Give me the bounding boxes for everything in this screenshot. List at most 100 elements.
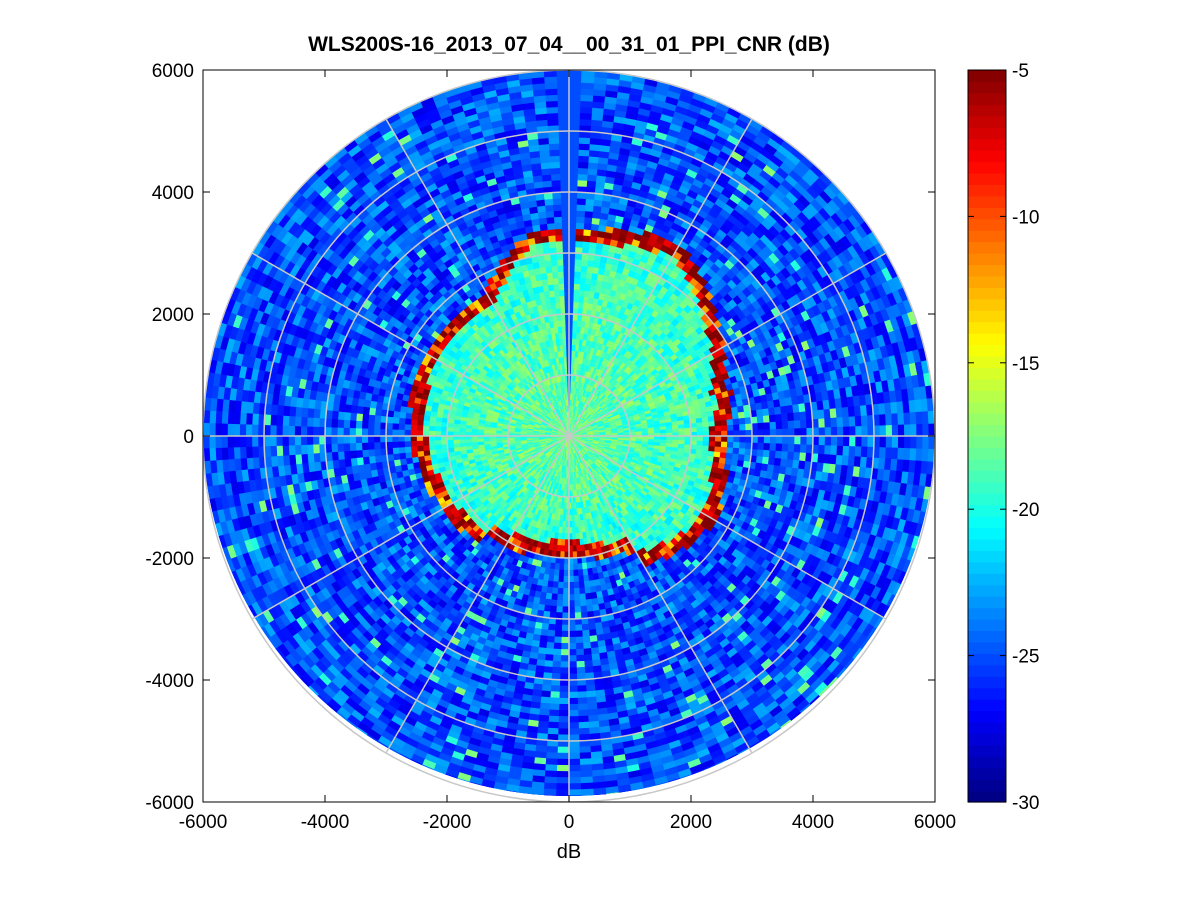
ppi-cell bbox=[782, 428, 789, 437]
ppi-cell bbox=[553, 222, 563, 230]
ppi-cell bbox=[557, 271, 564, 279]
ppi-cell bbox=[587, 161, 599, 170]
ppi-cell bbox=[580, 265, 588, 273]
ppi-cell bbox=[574, 271, 581, 279]
ppi-cell bbox=[854, 415, 862, 427]
ppi-cell bbox=[552, 210, 562, 218]
ppi-cell bbox=[585, 265, 594, 274]
ppi-cell bbox=[552, 197, 562, 206]
ppi-cell bbox=[549, 167, 561, 175]
ppi-cell bbox=[769, 421, 777, 430]
ppi-cell bbox=[543, 76, 557, 84]
ppi-cell bbox=[572, 325, 577, 333]
ppi-cell bbox=[696, 426, 704, 432]
ppi-cell bbox=[582, 228, 592, 237]
ppi-cell bbox=[539, 155, 551, 164]
ppi-cell bbox=[577, 173, 588, 181]
ppi-cell bbox=[539, 161, 551, 170]
ppi-cell bbox=[545, 100, 558, 108]
ppi-cell bbox=[922, 423, 930, 437]
ppi-cell bbox=[588, 149, 600, 158]
ppi-cell bbox=[570, 368, 575, 376]
ppi-cell bbox=[572, 313, 578, 321]
ppi-cell bbox=[684, 427, 692, 433]
ppi-cell bbox=[584, 277, 592, 286]
ppi-cell bbox=[556, 264, 564, 273]
ppi-cell bbox=[554, 228, 563, 236]
ppi-cell bbox=[921, 410, 929, 424]
ppi-cell bbox=[579, 118, 592, 126]
ppi-cell bbox=[583, 284, 591, 292]
ppi-cell bbox=[584, 204, 594, 212]
ppi-cell bbox=[732, 417, 740, 425]
ppi-cell bbox=[569, 405, 572, 412]
ppi-cell bbox=[757, 428, 765, 437]
ppi-cell bbox=[824, 417, 832, 428]
ppi-cell bbox=[714, 419, 722, 427]
ppi-cell bbox=[540, 235, 549, 244]
ppi-cell bbox=[843, 425, 850, 437]
ppi-cell bbox=[757, 422, 765, 430]
ppi-cell bbox=[897, 412, 905, 425]
ppi-cell bbox=[849, 425, 857, 437]
ppi-cell bbox=[720, 424, 728, 431]
ppi-cell bbox=[775, 420, 783, 430]
ppi-cell bbox=[580, 259, 588, 267]
ppi-cell bbox=[829, 407, 838, 419]
ppi-cell bbox=[545, 216, 555, 224]
ppi-cell bbox=[538, 149, 550, 158]
ppi-cell bbox=[842, 416, 850, 427]
ppi-cell bbox=[909, 411, 917, 425]
ppi-cell bbox=[897, 423, 905, 437]
ppi-cell bbox=[775, 428, 783, 437]
ppi-cell bbox=[571, 344, 576, 352]
ppi-cell bbox=[576, 210, 586, 218]
ppi-cell bbox=[572, 332, 577, 339]
ppi-cell bbox=[543, 198, 554, 206]
ppi-cell bbox=[554, 234, 563, 242]
ppi-cell bbox=[552, 277, 559, 285]
ppi-cell bbox=[860, 414, 869, 427]
ppi-cell bbox=[581, 76, 595, 84]
ppi-cell bbox=[571, 338, 577, 346]
ppi-cell bbox=[903, 411, 911, 425]
ppi-cell bbox=[708, 425, 716, 432]
ppi-cell bbox=[799, 410, 807, 421]
ppi-cell bbox=[543, 82, 558, 90]
ppi-cell bbox=[841, 406, 850, 418]
ppi-cell bbox=[544, 88, 558, 96]
ppi-cell bbox=[569, 399, 572, 406]
ppi-cell bbox=[578, 283, 586, 291]
ppi-cell bbox=[555, 240, 563, 248]
ppi-cell bbox=[830, 426, 838, 437]
ppi-cell bbox=[578, 289, 585, 297]
ppi-cell bbox=[781, 412, 789, 422]
ppi-cell bbox=[578, 143, 590, 151]
ppi-cell bbox=[891, 412, 899, 426]
ppi-cell bbox=[761, 407, 770, 416]
ppi-cell bbox=[546, 222, 555, 231]
plot-content bbox=[203, 70, 935, 802]
ppi-cell bbox=[544, 204, 554, 212]
ppi-cell bbox=[558, 283, 565, 291]
ppi-cell bbox=[558, 289, 565, 297]
ppi-cell bbox=[552, 204, 562, 212]
ppi-cell bbox=[720, 419, 728, 426]
ppi-cell bbox=[575, 240, 583, 248]
ppi-cell bbox=[586, 174, 597, 182]
ppi-cell bbox=[788, 427, 796, 437]
ppi-cell bbox=[726, 418, 734, 426]
ppi-cell bbox=[585, 271, 593, 280]
ppi-cell bbox=[867, 425, 875, 437]
ppi-cell bbox=[550, 173, 561, 181]
ppi-cell bbox=[553, 216, 562, 224]
ppi-cell bbox=[560, 313, 566, 321]
ppi-cell bbox=[855, 425, 863, 437]
ppi-cell bbox=[581, 240, 590, 249]
ppi-cell bbox=[818, 417, 826, 428]
ppi-cell bbox=[768, 413, 777, 423]
ppi-cell bbox=[583, 216, 593, 224]
ppi-cell bbox=[544, 94, 558, 102]
ppi-cell bbox=[739, 429, 747, 437]
ppi-cell bbox=[727, 429, 735, 437]
